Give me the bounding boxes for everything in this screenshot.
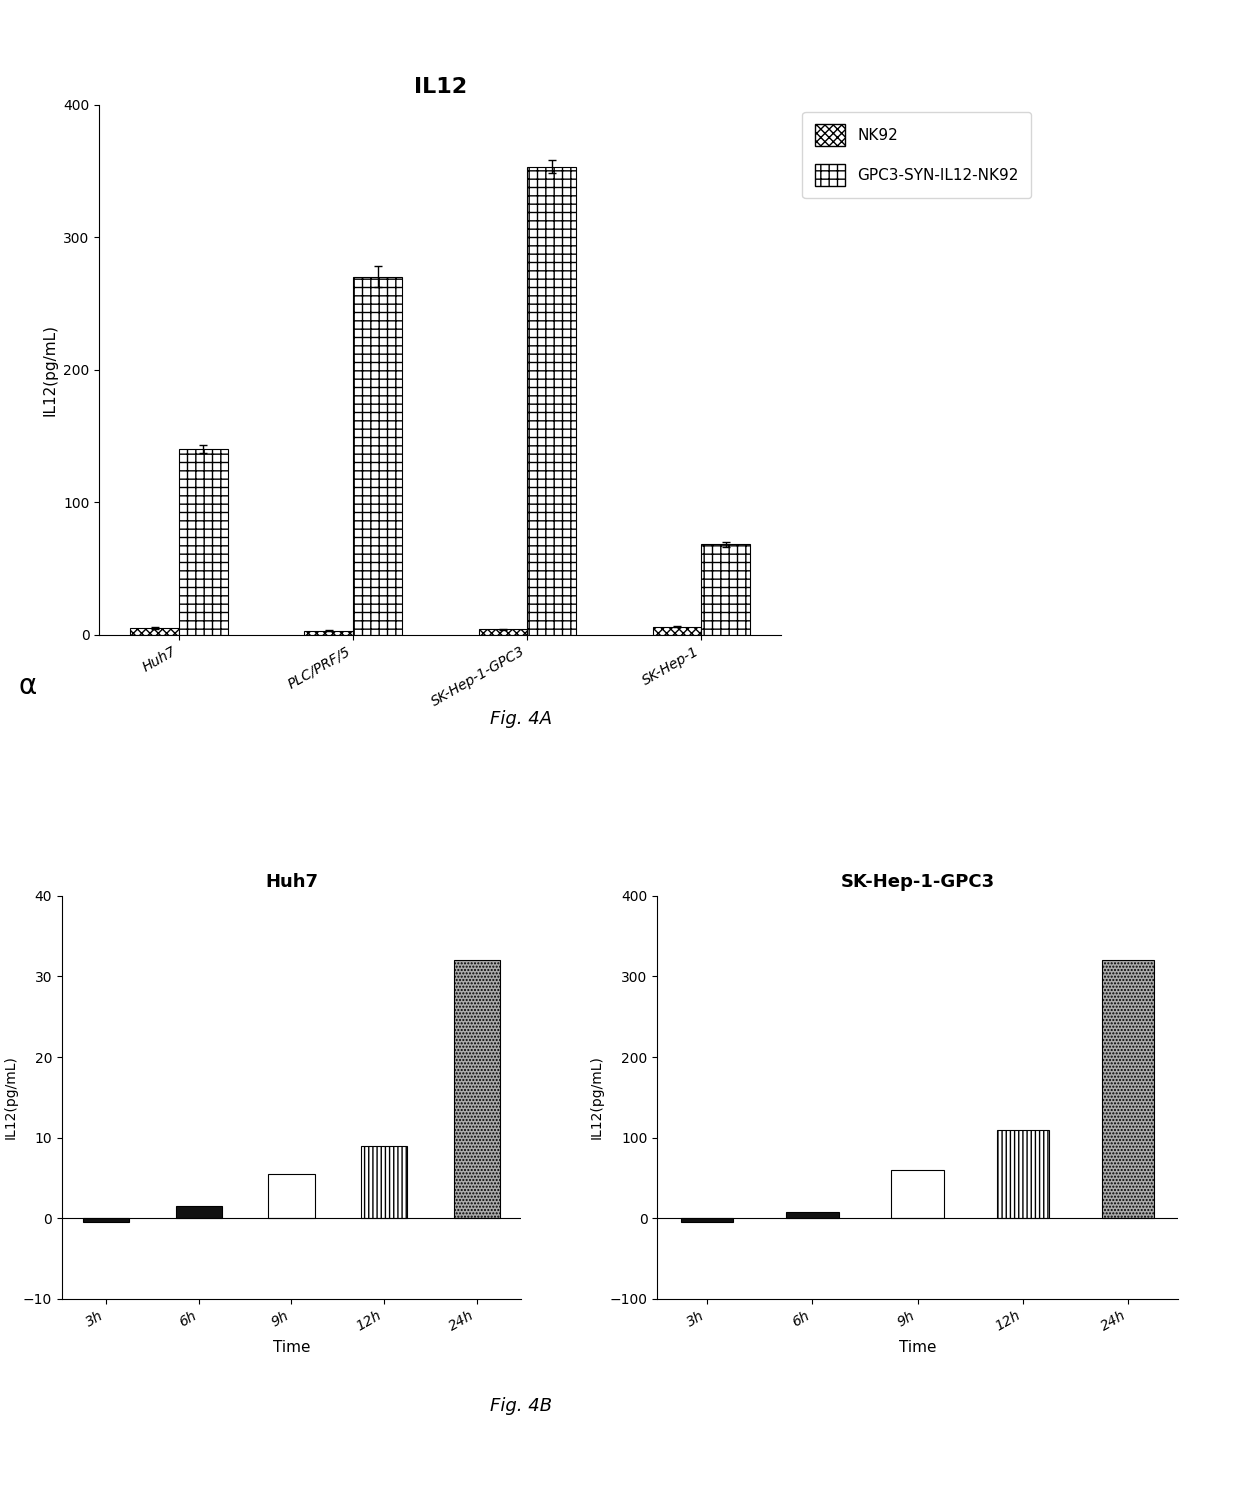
Y-axis label: IL12(pg/mL): IL12(pg/mL) (4, 1056, 17, 1139)
Bar (652, 627, 702, 635)
Bar (268, 1173, 315, 1218)
Bar (353, 276, 402, 635)
Title: IL12: IL12 (414, 78, 466, 97)
Bar (454, 960, 500, 1218)
Bar (130, 629, 179, 635)
Y-axis label: IL12(pg/mL): IL12(pg/mL) (590, 1056, 604, 1139)
Bar (786, 1212, 838, 1218)
Legend: NK92, GPC3-SYN-IL12-NK92: NK92, GPC3-SYN-IL12-NK92 (802, 112, 1032, 199)
Bar (1101, 960, 1154, 1218)
Bar (304, 630, 353, 635)
Bar (527, 167, 577, 635)
Text: Fig. 4A: Fig. 4A (490, 711, 552, 729)
Bar (681, 1218, 734, 1223)
Bar (997, 1130, 1049, 1218)
Text: α: α (19, 672, 37, 700)
Bar (479, 629, 527, 635)
Bar (83, 1218, 129, 1223)
Bar (892, 1171, 944, 1218)
Bar (176, 1206, 222, 1218)
Y-axis label: IL12(pg/mL): IL12(pg/mL) (42, 324, 57, 415)
Bar (702, 545, 750, 635)
Text: Fig. 4B: Fig. 4B (490, 1397, 552, 1415)
Title: Huh7: Huh7 (265, 873, 317, 891)
X-axis label: Time: Time (899, 1339, 936, 1354)
Bar (179, 449, 228, 635)
Title: SK-Hep-1-GPC3: SK-Hep-1-GPC3 (841, 873, 994, 891)
Bar (361, 1145, 407, 1218)
X-axis label: Time: Time (273, 1339, 310, 1354)
